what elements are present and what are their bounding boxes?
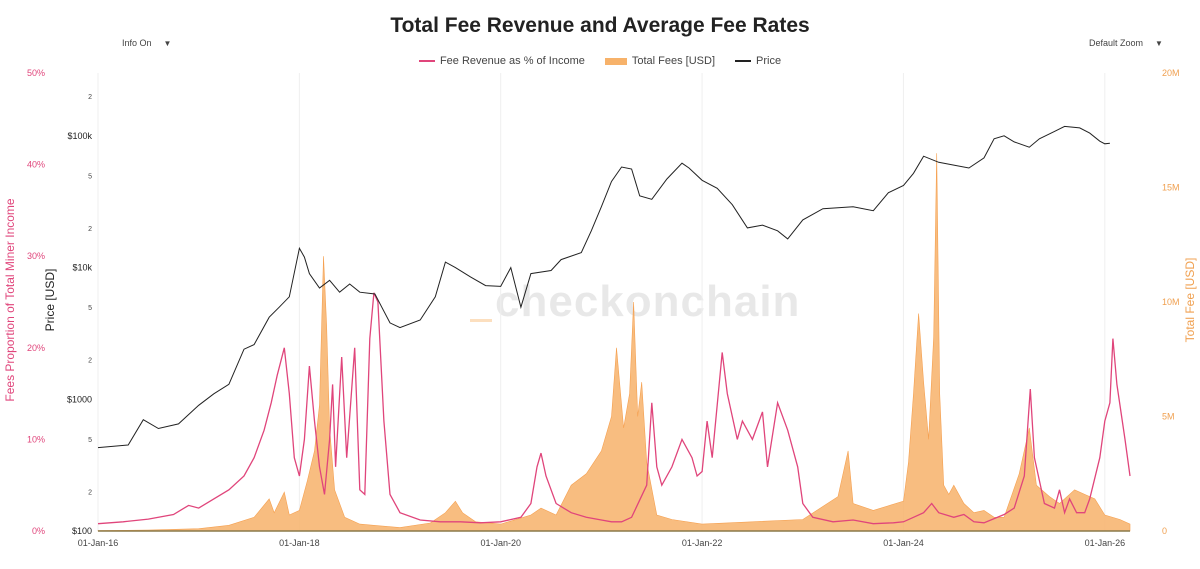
price-tick-label: $100k [67, 131, 92, 141]
price-minor-tick-label: 2 [88, 489, 92, 496]
legend: Fee Revenue as % of Income Total Fees [U… [0, 55, 1200, 67]
legend-label-total-fees: Total Fees [USD] [631, 55, 715, 67]
legend-swatch-price [735, 60, 751, 62]
x-tick-label: 01-Jan-18 [279, 538, 320, 548]
info-toggle-label: Info On [122, 38, 152, 48]
left-tick-label: 40% [27, 160, 45, 170]
price-minor-tick-label: 2 [88, 358, 92, 365]
series-price-line [97, 125, 1110, 449]
info-toggle[interactable]: Info On ▼ [122, 38, 171, 48]
right-tick-label: 0 [1162, 526, 1167, 536]
watermark: checkonchain [495, 277, 801, 326]
left-tick-label: 10% [27, 434, 45, 444]
series-total-fees-area [97, 153, 1131, 532]
legend-item-fee-pct[interactable]: Fee Revenue as % of Income [418, 55, 585, 67]
watermark-mark [470, 319, 492, 322]
price-minor-tick-label: 2 [88, 94, 92, 101]
legend-item-total-fees[interactable]: Total Fees [USD] [604, 55, 715, 67]
x-tick-label: 01-Jan-26 [1085, 538, 1126, 548]
left-tick-label: 20% [27, 343, 45, 353]
chevron-down-icon: ▼ [1155, 39, 1163, 48]
zoom-select[interactable]: Default Zoom ▼ [1089, 38, 1163, 48]
legend-swatch-total-fees [604, 57, 627, 65]
chart-title: Total Fee Revenue and Average Fee Rates [390, 14, 810, 37]
right-tick-label: 10M [1162, 297, 1180, 307]
zoom-select-label: Default Zoom [1089, 38, 1144, 48]
price-tick-label: $100 [72, 526, 92, 536]
left-tick-label: 0% [32, 526, 45, 536]
price-minor-tick-label: 5 [88, 173, 92, 180]
x-tick-label: 01-Jan-24 [883, 538, 924, 548]
right-tick-label: 5M [1162, 412, 1175, 422]
right-tick-label: 15M [1162, 183, 1180, 193]
axis-ticks: 01-Jan-16 01-Jan-18 01-Jan-20 01-Jan-22 01-J… [27, 68, 1180, 548]
legend-swatch-fee-pct [418, 60, 435, 62]
x-tick-label: 01-Jan-22 [682, 538, 723, 548]
series-fee-pct-line [97, 292, 1131, 525]
grid [97, 73, 1106, 531]
price-minor-tick-label: 2 [88, 226, 92, 233]
price-tick-label: $10k [72, 263, 92, 273]
legend-item-price[interactable]: Price [735, 55, 781, 67]
legend-label-price: Price [756, 55, 782, 67]
left-tick-label: 50% [27, 68, 45, 78]
price-minor-tick-label: 5 [88, 437, 92, 444]
x-tick-label: 01-Jan-20 [480, 538, 521, 548]
price-minor-tick-label: 5 [88, 305, 92, 312]
legend-label-fee-pct: Fee Revenue as % of Income [439, 55, 585, 67]
right-tick-label: 20M [1162, 68, 1180, 78]
chevron-down-icon: ▼ [163, 39, 172, 48]
x-tick-label: 01-Jan-16 [78, 538, 119, 548]
price-tick-label: $1000 [67, 394, 92, 404]
left-tick-label: 30% [27, 251, 45, 261]
